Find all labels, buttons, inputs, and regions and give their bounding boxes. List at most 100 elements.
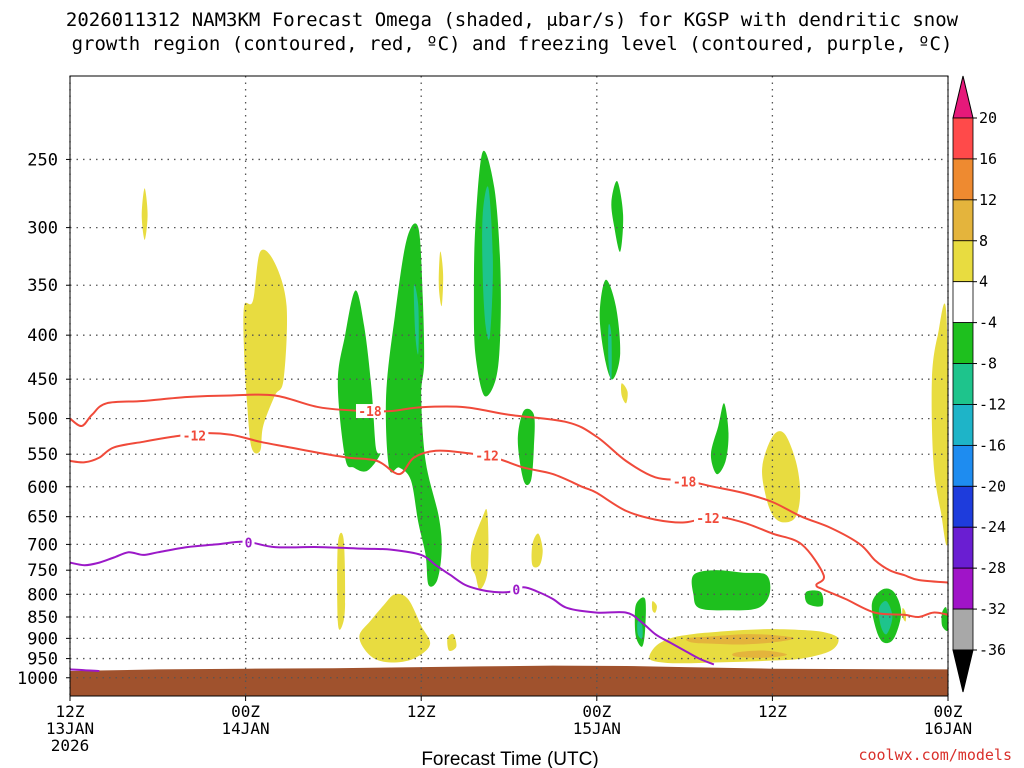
contour-label-bg (355, 404, 384, 419)
colorbar-bin (952, 444, 974, 487)
colorbar-under-arrow (952, 649, 974, 693)
x-axis-label: Forecast Time (UTC) (421, 749, 598, 768)
plot-border (69, 75, 949, 697)
contour-label: -18 (358, 405, 382, 420)
contour-label: -12 (475, 450, 498, 465)
colorbar-label: -8 (979, 355, 997, 373)
contour-label-bg (180, 428, 209, 443)
pressure-tick-labels: 2503003504004505005506006507007508008509… (17, 150, 70, 689)
time-tick-label: 14JAN (222, 719, 270, 738)
time-tick-label: 00Z (231, 702, 260, 721)
colorbar-label: -32 (979, 600, 1006, 618)
pressure-tick-label: 250 (27, 150, 58, 170)
colorbar-label: 16 (979, 150, 997, 168)
pressure-tick-label: 600 (27, 478, 58, 498)
contour-line (70, 393, 948, 584)
contour-label: 0 (512, 584, 520, 599)
omega-region (804, 590, 824, 607)
pressure-tick-label: 450 (27, 370, 58, 390)
colorbar-bin (952, 117, 974, 160)
contour-label-bg (473, 448, 502, 463)
time-tick-label: 16JAN (924, 719, 972, 738)
colorbar-bin (952, 322, 974, 364)
omega-region (732, 650, 787, 658)
omega-region (608, 324, 612, 381)
omega-region (470, 509, 489, 590)
omega-region (359, 593, 431, 663)
pressure-tick-label: 850 (27, 608, 58, 628)
chart-title-line-1: 2026011312 NAM3KM Forecast Omega (shaded… (65, 9, 959, 31)
omega-region (385, 223, 442, 587)
colorbar-label: -20 (979, 477, 1006, 495)
pressure-tick-label: 650 (27, 508, 58, 528)
colorbar: 20 16 12 8 4 -4 -8 -12 -16 -20 -24 -28 -32 -36 (952, 75, 1006, 693)
colorbar-label: 8 (979, 232, 988, 250)
omega-region (438, 251, 444, 307)
time-tick-label: 15JAN (573, 719, 621, 738)
colorbar-label: -36 (979, 641, 1006, 659)
pressure-tick-label: 400 (27, 326, 58, 346)
omega-region (621, 383, 628, 404)
contour-label-bg (670, 474, 699, 489)
omega-region (931, 303, 948, 546)
colorbar-bin (952, 240, 974, 283)
omega-region (611, 180, 624, 252)
colorbar-bin (952, 404, 974, 446)
omega-region (651, 601, 657, 613)
omega-shading-layer (141, 150, 948, 664)
omega-region (482, 186, 493, 340)
colorbar-label: -24 (979, 518, 1006, 536)
colorbar-label: -28 (979, 559, 1006, 577)
pressure-tick-label: 900 (27, 629, 58, 649)
omega-region (941, 607, 948, 631)
omega-region (337, 290, 381, 472)
time-tick-label: 13JAN (46, 719, 94, 738)
colorbar-label: 12 (979, 191, 997, 209)
terrain-layer (70, 665, 948, 696)
colorbar-label: 20 (979, 109, 997, 127)
plot-frame (69, 75, 949, 697)
credit-text: coolwx.com/models (858, 746, 1012, 764)
pressure-tick-label: 1000 (17, 669, 58, 689)
colorbar-bin (952, 567, 974, 610)
time-tick-label: 00Z (934, 702, 963, 721)
omega-region (447, 633, 457, 651)
colorbar-bin (952, 485, 974, 528)
contour-layer: -18 -18 -12 -12 -12 0 0 (70, 393, 948, 672)
omega-region (686, 634, 795, 645)
colorbar-over-arrow (952, 75, 974, 119)
pressure-tick-label: 800 (27, 585, 58, 605)
omega-region (413, 284, 419, 355)
omega-region (337, 532, 346, 630)
contour-label: -18 (673, 476, 697, 491)
contour-line (70, 668, 100, 672)
contour-label-bg (242, 535, 255, 550)
terrain-fill (70, 665, 948, 696)
omega-region (141, 188, 148, 240)
colorbar-bin (952, 199, 974, 242)
colorbar-bin (952, 158, 974, 201)
colorbar-label: -12 (979, 395, 1006, 413)
omega-region (691, 570, 771, 611)
colorbar-label: 4 (979, 273, 988, 291)
colorbar-label: -16 (979, 436, 1006, 454)
colorbar-label: -4 (979, 314, 997, 332)
chart-title-line-2: growth region (contoured, red, ºC) and f… (71, 33, 953, 55)
omega-region (531, 533, 543, 568)
pressure-tick-label: 750 (27, 561, 58, 581)
colorbar-bin (952, 281, 974, 324)
colorbar-bin (952, 608, 974, 651)
pressure-tick-label: 550 (27, 445, 58, 465)
pressure-tick-label: 300 (27, 219, 58, 239)
omega-region (762, 431, 801, 523)
time-tick-label: 00Z (582, 702, 611, 721)
time-tick-label: 12Z (407, 702, 436, 721)
contour-line (70, 540, 715, 666)
omega-region (878, 600, 893, 635)
contour-label: 0 (245, 536, 253, 551)
contour-label: -12 (183, 429, 206, 444)
time-tick-label: 12Z (758, 702, 787, 721)
contour-line (70, 432, 948, 619)
